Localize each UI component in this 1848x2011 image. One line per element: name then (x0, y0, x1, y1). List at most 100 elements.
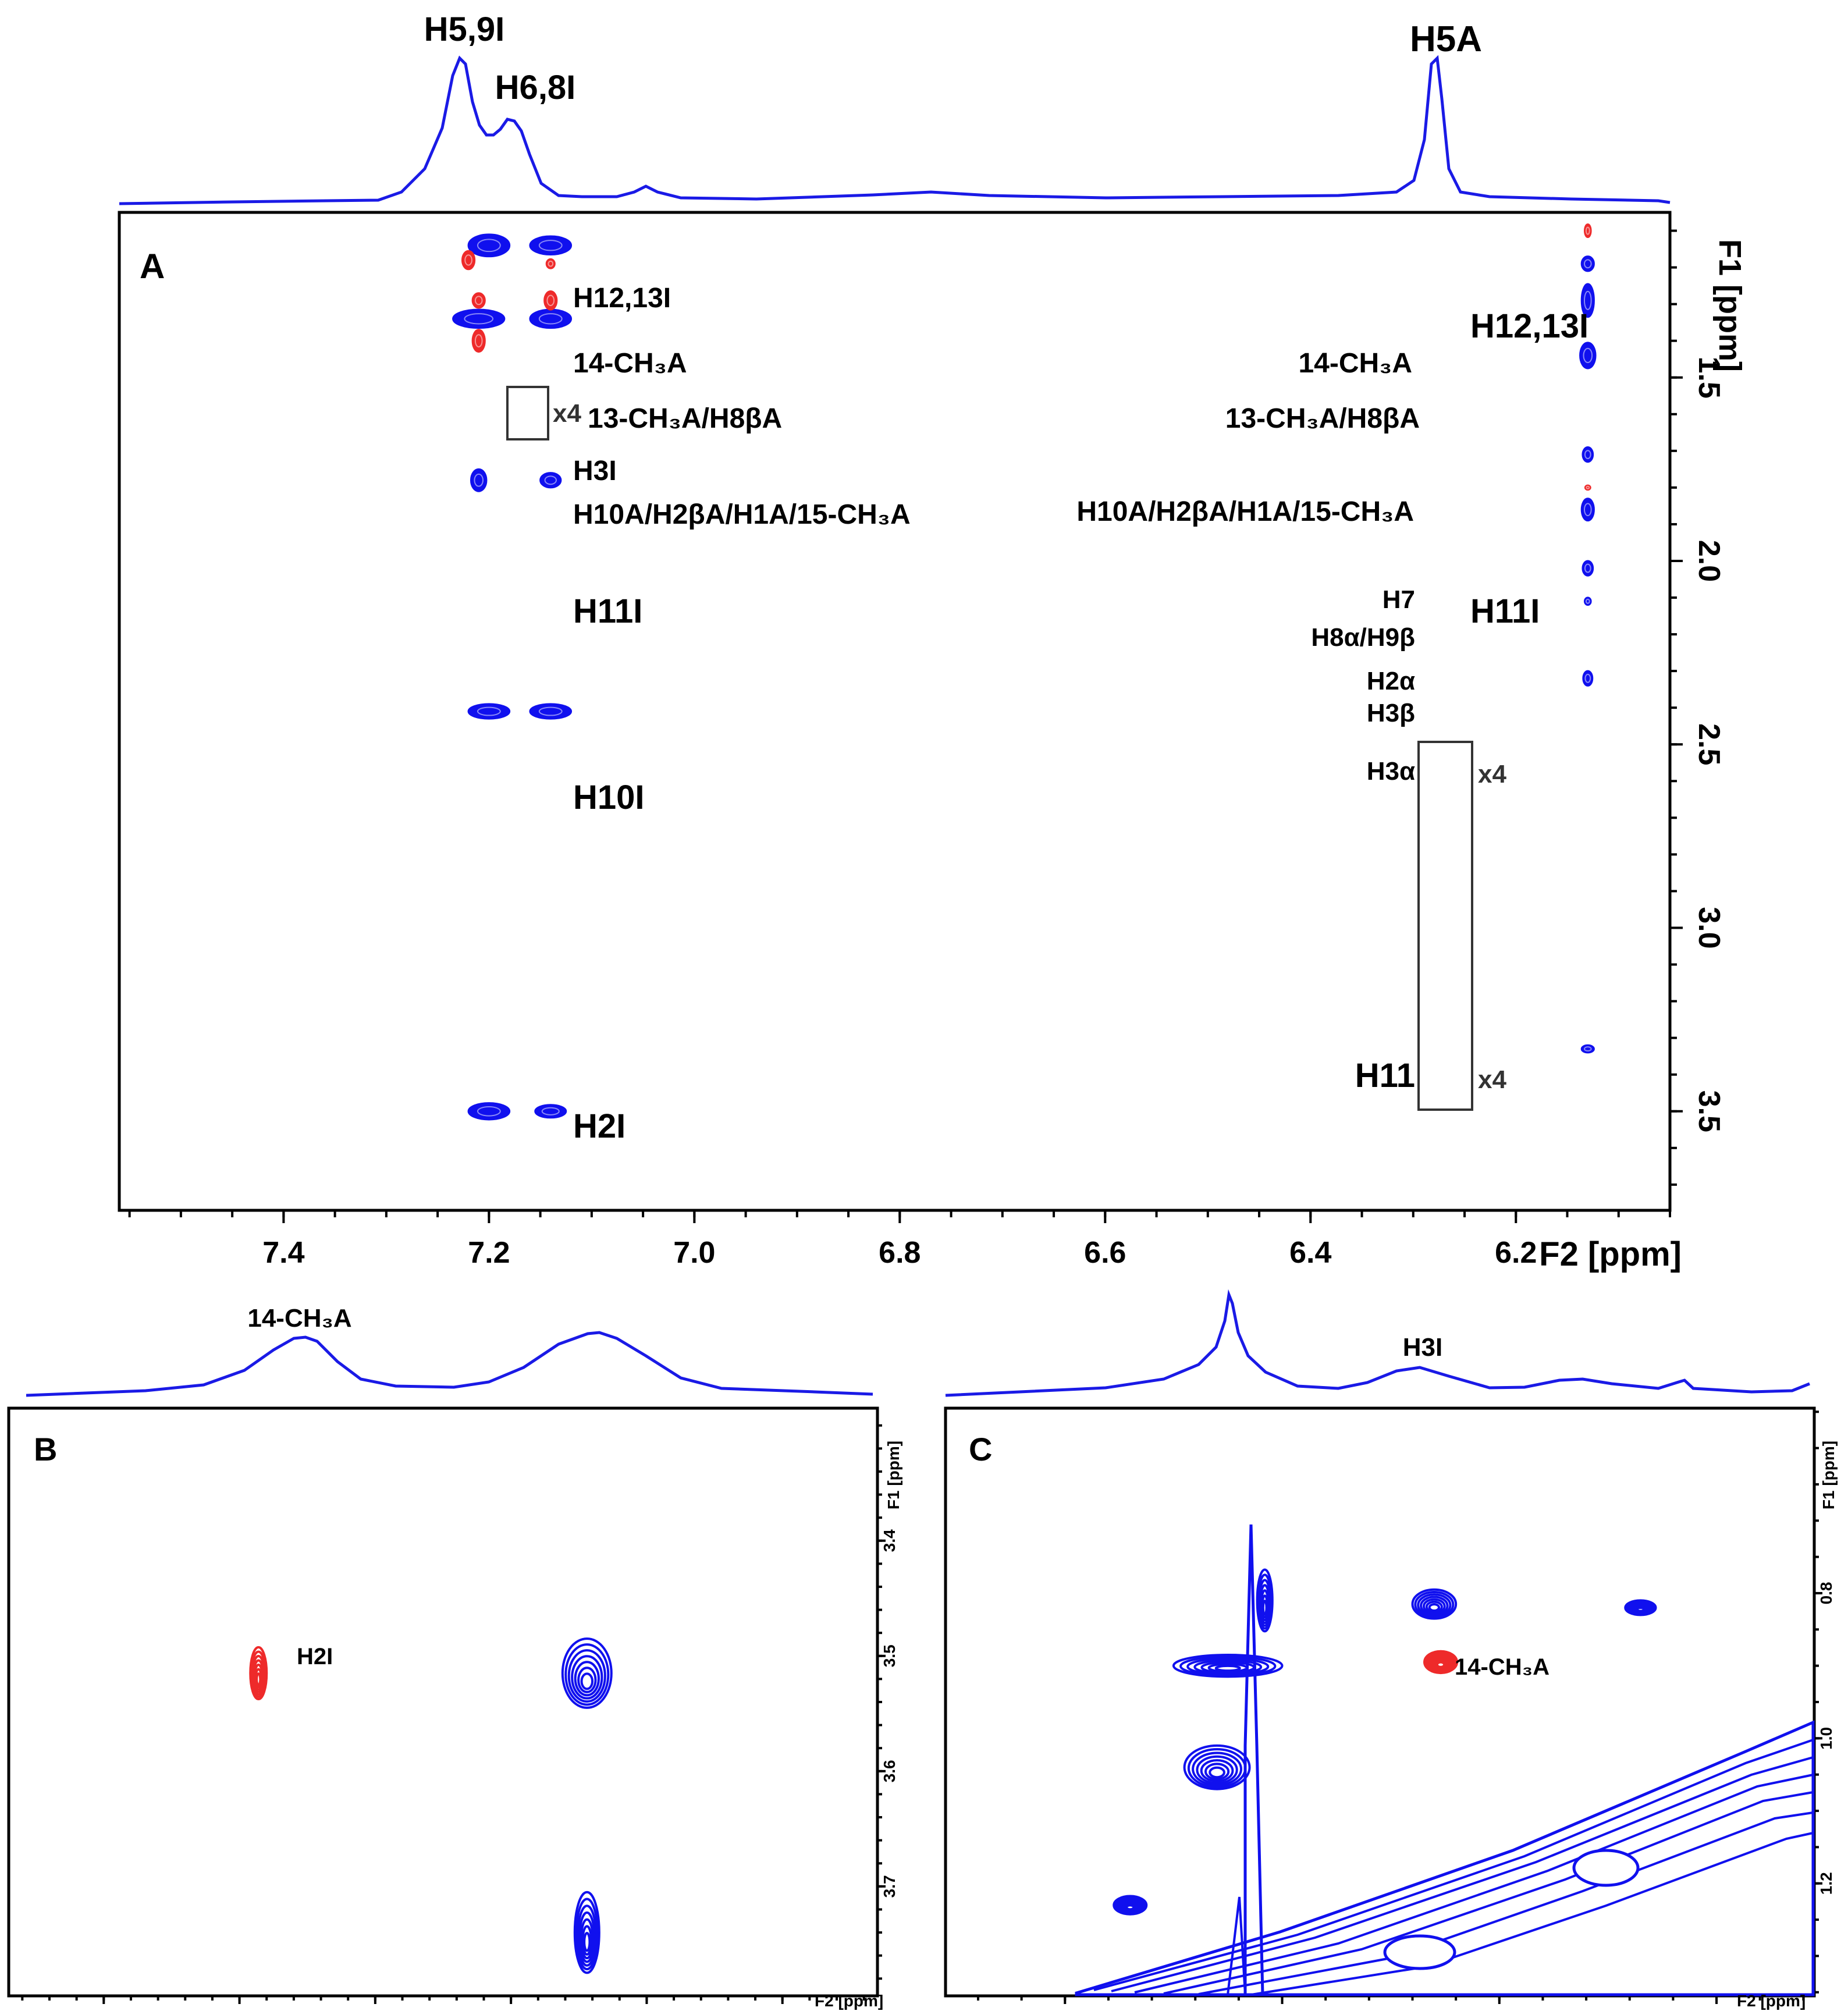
y-tick-label: 1.2 (1817, 1872, 1835, 1895)
x-tick-label: 6.2 (1495, 1236, 1537, 1270)
cross-peak-contour (538, 240, 563, 251)
cross-peak-contour (1420, 1596, 1449, 1616)
cross-peak (1584, 596, 1592, 606)
label-14ch3a-right: 14-CH₃A (1298, 348, 1412, 379)
x-tick-label: 7.2 (468, 1236, 510, 1270)
x-tick-label: 0.80 (631, 2009, 663, 2011)
cross-peak-contour (561, 1637, 613, 1709)
cross-peak-contour (255, 1672, 262, 1686)
cross-peak (1580, 255, 1595, 272)
x-tick-label: 0.85 (495, 2009, 527, 2011)
panel-b-projection-spectrum (26, 1331, 873, 1397)
label-x4-right-1: x4 (1478, 760, 1506, 788)
panel-b-proj-label: 14-CH₃A (247, 1304, 351, 1333)
cross-peak (467, 703, 511, 720)
panel-b-letter: B (34, 1431, 57, 1468)
x-tick-label: 6.6 (1084, 1236, 1126, 1270)
cross-peak-contour (577, 1667, 597, 1693)
cross-peak-contour (1582, 446, 1594, 463)
cross-peak (1411, 1588, 1458, 1620)
panel-b-peaks (249, 1637, 613, 1974)
panel-c-projection-spectrum (945, 1289, 1810, 1397)
label-h11: H11 (1355, 1057, 1415, 1095)
label-h10i: H10I (573, 779, 645, 816)
cross-peak-contour (471, 329, 486, 353)
cross-peak-contour (578, 1911, 596, 1963)
cross-peak-contour (1580, 498, 1595, 522)
cross-peak (573, 1891, 600, 1974)
cross-peak (452, 308, 506, 329)
y-tick-label: 3.0 (1692, 907, 1726, 948)
x-tick-label: 0.90 (360, 2009, 392, 2011)
x4-box-left (506, 386, 549, 440)
label-h3a: H3α (1367, 757, 1415, 786)
cross-peak-contour (1425, 1600, 1443, 1614)
panel-b: 14-CH₃A B 1.00 0.95 0.90 0.85 0.80 0.75 3.4 3.5… (7, 1304, 902, 2011)
cross-peak (561, 1637, 613, 1709)
cross-peak (467, 1102, 511, 1121)
cross-peak-contour (538, 313, 563, 325)
y-tick-label: 1.0 (1817, 1727, 1835, 1750)
proj-label-h59i: H5,9I (424, 10, 505, 48)
cross-peak-contour (1192, 1751, 1242, 1786)
cross-peak-contour (1584, 450, 1591, 460)
panel-a-frame (118, 211, 1672, 1212)
cross-peak-contour (1583, 259, 1592, 269)
label-h1213i-left: H12,13I (573, 283, 671, 314)
label-14ch3a-left: 14-CH₃A (573, 348, 687, 379)
cross-peak-contour (544, 475, 557, 485)
cross-peak-contour (529, 235, 573, 256)
panel-a-xlabel: F2 [ppm] (1539, 1235, 1682, 1273)
cross-peak-contour (580, 1672, 594, 1690)
label-h3i: H3I (573, 456, 617, 486)
cross-peak-contour (1414, 1590, 1455, 1619)
cross-peak (545, 258, 556, 269)
label-x4-left: x4 (553, 399, 581, 428)
cross-peak-contour (1580, 255, 1595, 272)
panel-a-axis-ticks: 7.4 7.2 7.0 6.8 6.6 6.4 6.2 1.5 2.0 2.5 3.0 3.5 (128, 229, 1726, 1270)
cross-peak-contour (583, 1932, 591, 1952)
x-tick-label: 1.00 (88, 2009, 120, 2011)
panel-c: H3I C 1.5 1.4 1.3 1.2 0.8 1.0 1.2 14-CH₃A F2 [… (944, 1289, 1838, 2011)
cross-peak-contour (461, 250, 476, 271)
label-h10a-right: H10A/H2βA/H1A/15-CH₃A (1076, 496, 1414, 527)
y-tick-label: 2.5 (1692, 723, 1726, 765)
cross-peak-contour (471, 292, 486, 309)
cross-peak-contour (1582, 670, 1594, 687)
label-x4-right-2: x4 (1478, 1065, 1506, 1094)
panel-a-ylabel: F1 [ppm] (1712, 239, 1747, 372)
cross-peak-contour (464, 254, 472, 266)
x-tick-label: 7.4 (262, 1236, 304, 1270)
cross-peak (1582, 670, 1594, 687)
proj-label-h68i: H6,8I (495, 69, 576, 106)
panel-b-axis-ticks: 1.00 0.95 0.90 0.85 0.80 0.75 3.4 3.5 3.6 3.7 (21, 1424, 898, 2011)
cross-peak-contour (1580, 283, 1595, 318)
cross-peak-contour (1583, 503, 1592, 517)
cross-peak-contour (573, 1891, 600, 1974)
cross-peak-contour (1586, 485, 1590, 489)
cross-peak (1580, 498, 1595, 522)
cross-peak-contour (1584, 673, 1591, 683)
cross-peak-contour (1125, 1904, 1135, 1911)
cross-peak (1580, 1044, 1595, 1054)
cross-peak (534, 1104, 567, 1119)
cross-peak (1580, 283, 1595, 318)
x-tick-label: 7.0 (673, 1236, 715, 1270)
cross-peak-contour (470, 468, 488, 492)
cross-peak-contour (539, 472, 562, 489)
label-h2a: H2α (1367, 667, 1415, 695)
cross-peak-contour (1428, 1603, 1441, 1612)
cross-peak-contour (548, 260, 554, 267)
cross-peak-contour (1585, 226, 1590, 235)
cross-peak (1256, 1568, 1274, 1633)
cross-peak (1423, 1650, 1459, 1675)
cross-peak-contour (467, 233, 511, 258)
cross-peak-contour (1583, 290, 1592, 310)
cross-peak-contour (1582, 560, 1594, 577)
label-13ch3a-right: 13-CH₃A/H8βA (1225, 403, 1420, 434)
cross-peak-contour (464, 313, 493, 325)
cross-peak-contour (1580, 1044, 1595, 1054)
panel-a-peaks (452, 223, 1597, 1121)
cross-peak-contour (564, 1643, 610, 1706)
cross-peak (539, 472, 562, 489)
